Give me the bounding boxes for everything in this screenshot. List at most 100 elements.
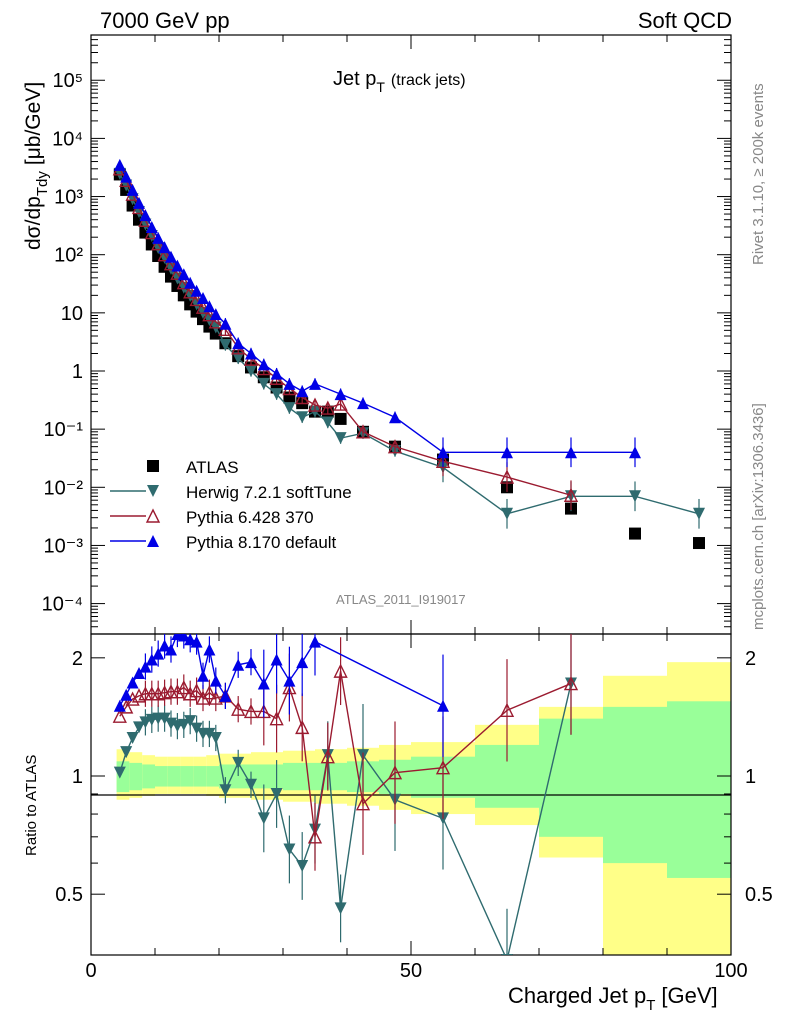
stat-uncertainty-band bbox=[142, 764, 155, 789]
data-point bbox=[270, 367, 283, 380]
y-tick-label: 10⁻¹ bbox=[44, 419, 84, 441]
ratio-point bbox=[139, 716, 152, 729]
ratio-point bbox=[355, 796, 371, 811]
stat-uncertainty-band bbox=[206, 766, 219, 787]
legend-label: ATLAS bbox=[186, 458, 239, 477]
legend-label: Pythia 6.428 370 bbox=[186, 508, 314, 527]
data-point bbox=[321, 416, 334, 429]
y-tick-label: 10³ bbox=[54, 187, 83, 209]
ratio-y-tick-label: 1 bbox=[745, 766, 756, 788]
data-point bbox=[283, 377, 296, 390]
ratio-point bbox=[158, 712, 171, 725]
ratio-point bbox=[183, 686, 198, 701]
ratio-point bbox=[232, 756, 245, 769]
data-point bbox=[176, 275, 191, 290]
ratio-y-tick-label: 0.5 bbox=[745, 884, 773, 906]
ratio-point bbox=[501, 953, 513, 955]
legend-marker bbox=[145, 508, 161, 523]
stat-uncertainty-band bbox=[167, 766, 181, 787]
ratio-point bbox=[209, 731, 222, 744]
ratio-point bbox=[158, 639, 171, 652]
stat-uncertainty-band bbox=[180, 766, 194, 787]
ratio-point bbox=[197, 669, 209, 682]
y-axis-label: dσ/dpTdy[μb/GeV] bbox=[22, 82, 51, 250]
data-point bbox=[257, 377, 270, 390]
ratio-bands bbox=[116, 662, 731, 955]
ratio-y-tick-label: 1 bbox=[72, 766, 83, 788]
ratio-point bbox=[437, 699, 449, 712]
data-point bbox=[563, 487, 579, 502]
plot-title: Jet pT (track jets) bbox=[333, 68, 466, 95]
data-point bbox=[501, 507, 513, 520]
ratio-point bbox=[176, 679, 191, 695]
ratio-point bbox=[499, 702, 515, 718]
y-tick-label: 10⁻⁴ bbox=[42, 594, 83, 616]
data-point bbox=[499, 469, 515, 484]
data-point bbox=[320, 400, 335, 415]
ratio-point bbox=[435, 760, 451, 775]
data-point bbox=[629, 446, 641, 459]
data-point bbox=[157, 247, 172, 262]
ratio-point bbox=[152, 647, 165, 660]
ratio-point bbox=[387, 765, 403, 780]
y-tick-label: 10² bbox=[54, 245, 83, 267]
ratio-point bbox=[296, 859, 309, 872]
data-point bbox=[270, 388, 283, 401]
ratio-point bbox=[177, 634, 190, 642]
data-point bbox=[184, 276, 197, 289]
data-point bbox=[355, 424, 371, 439]
series-line bbox=[119, 168, 572, 496]
data-point bbox=[232, 352, 245, 365]
ratio-point bbox=[270, 787, 283, 800]
data-point bbox=[245, 364, 257, 377]
ratio-y-axis-label: Ratio to ATLAS bbox=[23, 755, 40, 856]
data-point bbox=[387, 439, 403, 454]
data-point bbox=[190, 284, 203, 297]
ratio-point bbox=[219, 689, 232, 702]
ratio-y-tick-label: 2 bbox=[72, 648, 83, 670]
data-point bbox=[232, 337, 245, 350]
y-tick-label: 10 bbox=[61, 303, 83, 325]
stat-uncertainty-band bbox=[603, 706, 667, 864]
data-point bbox=[334, 432, 347, 445]
ratio-point bbox=[190, 635, 203, 648]
data-point bbox=[357, 397, 369, 410]
ratio-point bbox=[231, 701, 246, 716]
data-point bbox=[202, 307, 217, 322]
header-right: Soft QCD bbox=[638, 8, 732, 33]
data-point bbox=[209, 327, 222, 340]
legend-label: Herwig 7.2.1 softTune bbox=[186, 483, 352, 502]
x-tick-label: 0 bbox=[85, 960, 96, 982]
ratio-point bbox=[295, 719, 310, 735]
ratio-point bbox=[113, 766, 126, 779]
data-point bbox=[203, 300, 216, 313]
ratio-point bbox=[145, 653, 158, 666]
data-point bbox=[307, 397, 323, 412]
ratio-point bbox=[112, 708, 127, 723]
data-point bbox=[209, 308, 222, 321]
legend: ATLAS Herwig 7.2.1 softTune Pythia 6.428 3… bbox=[110, 458, 352, 552]
ratio-y-tick-label: 0.5 bbox=[55, 884, 83, 906]
mcplots-label: mcplots.cern.ch [arXiv:1306.3436] bbox=[750, 403, 767, 630]
ratio-point bbox=[126, 731, 139, 744]
data-point bbox=[152, 249, 165, 262]
ratio-point bbox=[256, 703, 271, 719]
ratio-point bbox=[120, 746, 133, 759]
y-tick-label: 10⁻² bbox=[44, 477, 84, 499]
stat-uncertainty-band bbox=[251, 764, 283, 789]
legend-label: Pythia 8.170 default bbox=[186, 533, 337, 552]
stat-uncertainty-band bbox=[193, 766, 207, 787]
data-point bbox=[333, 396, 348, 411]
ratio-point bbox=[209, 674, 222, 687]
data-point bbox=[435, 453, 451, 468]
data-point bbox=[693, 537, 705, 550]
ratio-point bbox=[126, 676, 139, 689]
stat-uncertainty-band bbox=[155, 766, 168, 787]
header-left: 7000 GeV pp bbox=[100, 8, 230, 33]
rivet-version-label: Rivet 3.1.10, ≥ 200k events bbox=[750, 83, 767, 265]
ratio-point bbox=[203, 727, 216, 740]
ratio-point bbox=[334, 902, 347, 915]
data-point bbox=[126, 183, 139, 196]
ratio-point bbox=[165, 643, 177, 656]
